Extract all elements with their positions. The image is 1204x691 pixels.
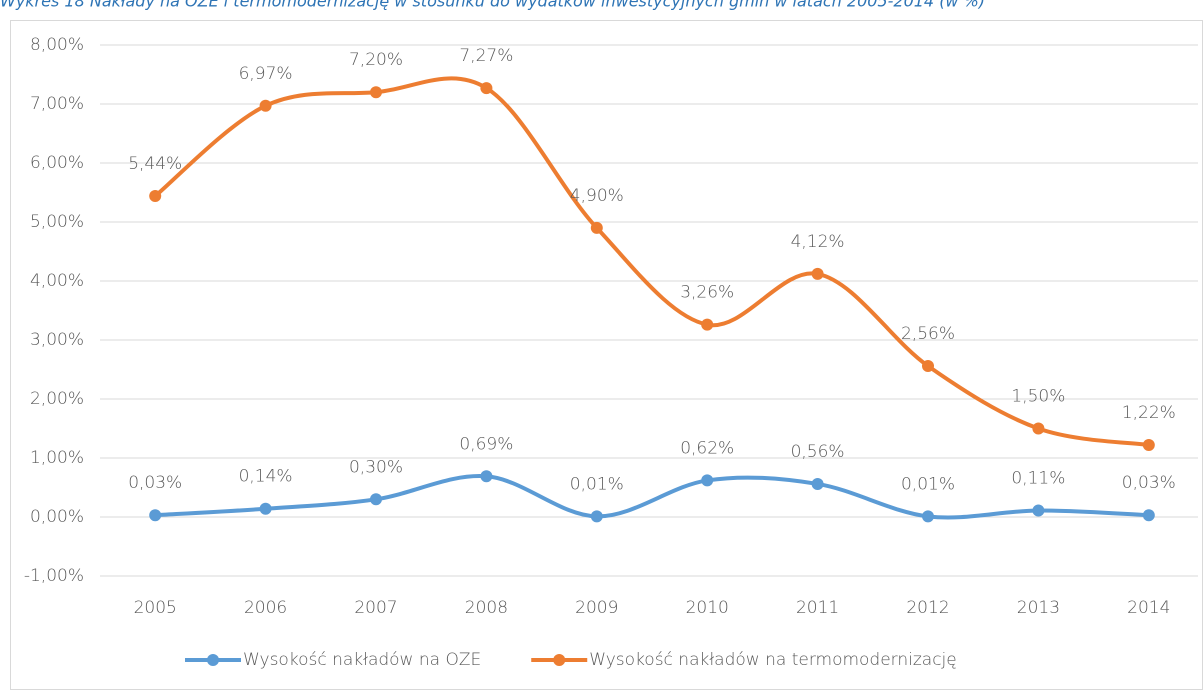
data-label: 0,01% <box>901 474 955 494</box>
data-point <box>480 82 493 95</box>
x-tick-label: 2009 <box>575 598 618 618</box>
legend-marker <box>553 654 566 666</box>
data-label: 0,03% <box>128 473 182 493</box>
data-point <box>701 474 714 487</box>
y-tick-label: 0,00% <box>30 507 84 527</box>
data-point <box>259 502 272 515</box>
data-point <box>259 99 272 112</box>
data-point <box>149 509 162 522</box>
data-label: 0,30% <box>349 457 403 477</box>
data-label: 2,56% <box>901 324 955 344</box>
data-point <box>811 477 824 490</box>
data-label: 4,12% <box>791 232 845 252</box>
x-tick-label: 2012 <box>906 598 949 618</box>
chart-title: Wykres 18 Nakłady na OZE i termomoderniz… <box>0 0 985 11</box>
y-tick-label: 8,00% <box>30 35 84 55</box>
x-tick-label: 2008 <box>465 598 508 618</box>
series-line <box>153 76 1151 448</box>
y-tick-label: 2,00% <box>30 389 84 409</box>
data-label: 4,90% <box>570 186 624 206</box>
y-tick-label: 1,00% <box>30 448 84 468</box>
data-point <box>590 510 603 523</box>
data-point <box>590 221 603 234</box>
data-point <box>480 470 493 483</box>
data-label: 1,22% <box>1122 403 1176 423</box>
data-label: 0,11% <box>1011 469 1065 489</box>
legend-label: Wysokość nakładów na termomodernizację <box>589 650 957 670</box>
data-label: 0,69% <box>459 434 513 454</box>
y-tick-label: 7,00% <box>30 94 84 114</box>
data-label: 3,26% <box>680 283 734 303</box>
data-point <box>1142 439 1155 452</box>
data-point <box>370 86 382 99</box>
x-tick-label: 2007 <box>354 598 397 618</box>
legend-label: Wysokość nakładów na OZE <box>243 650 481 670</box>
data-label: 5,44% <box>128 154 182 174</box>
x-tick-label: 2014 <box>1127 598 1170 618</box>
y-tick-label: 4,00% <box>30 271 84 291</box>
x-tick-label: 2011 <box>796 598 839 618</box>
data-point <box>811 267 824 280</box>
data-label: 0,62% <box>680 438 734 458</box>
data-label: 0,01% <box>570 474 624 494</box>
data-label: 0,03% <box>1122 473 1176 493</box>
data-point <box>1032 422 1045 435</box>
y-tick-label: 6,00% <box>30 153 84 173</box>
data-point <box>701 318 714 331</box>
data-point <box>1032 504 1045 517</box>
series-line <box>153 474 1151 520</box>
data-point <box>922 510 934 523</box>
x-tick-label: 2005 <box>134 598 177 618</box>
chart-frame <box>10 20 1203 690</box>
data-point <box>149 190 162 203</box>
legend-marker <box>207 654 219 666</box>
data-label: 7,27% <box>459 46 513 66</box>
data-label: 7,20% <box>349 50 403 70</box>
data-label: 0,56% <box>791 442 845 462</box>
y-tick-label: -1,00% <box>24 566 84 586</box>
data-label: 0,14% <box>239 467 293 487</box>
data-label: 1,50% <box>1011 387 1065 407</box>
data-point <box>1142 509 1155 522</box>
y-tick-label: 3,00% <box>30 330 84 350</box>
x-tick-label: 2013 <box>1017 598 1060 618</box>
data-label: 6,97% <box>239 64 293 84</box>
y-tick-label: 5,00% <box>30 212 84 232</box>
x-tick-label: 2006 <box>244 598 287 618</box>
data-point <box>922 359 934 372</box>
data-point <box>370 493 382 506</box>
x-tick-label: 2010 <box>686 598 729 618</box>
